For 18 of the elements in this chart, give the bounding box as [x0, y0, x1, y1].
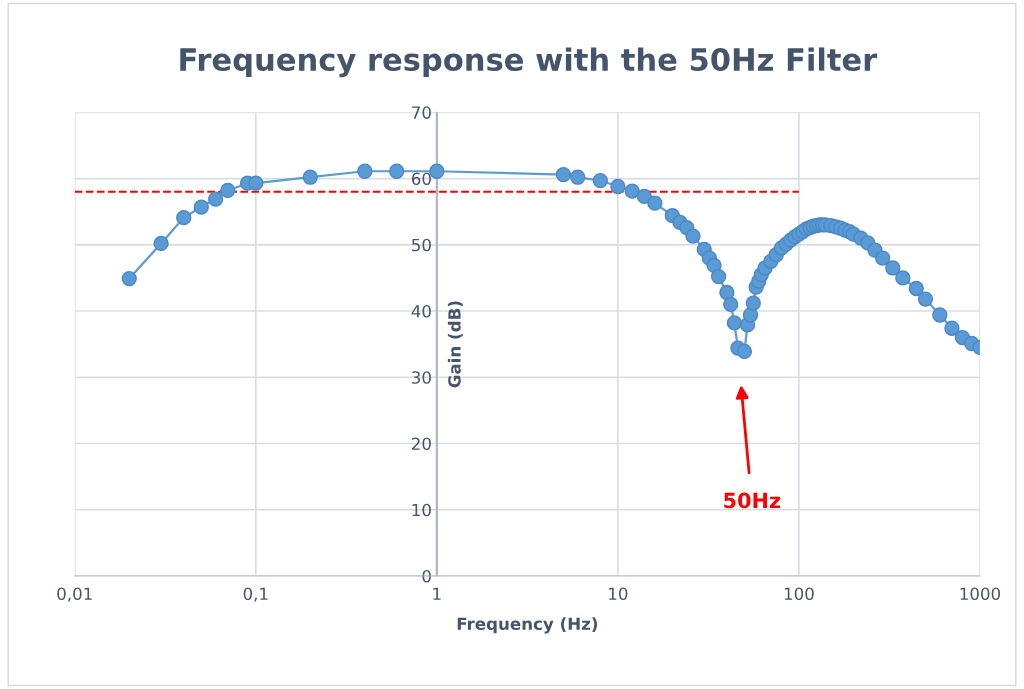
x-tick-label: 1 — [433, 587, 441, 600]
y-tick-label: 30 — [412, 371, 431, 384]
y-tick-label: 60 — [411, 172, 431, 186]
x-tick-label: 0,01 — [57, 587, 92, 602]
x-tick-label: 1000 — [960, 587, 1001, 601]
y-tick-label: 10 — [412, 503, 431, 517]
x-tick-label: 0,1 — [243, 587, 268, 602]
y-tick-label: 40 — [411, 305, 431, 318]
y-tick-label: 70 — [412, 106, 431, 119]
x-tick-label: 10 — [609, 587, 628, 601]
y-tick-label: 20 — [411, 437, 431, 451]
x-tick-label: 100 — [784, 587, 814, 601]
x-axis-title: Frequency (Hz) — [457, 617, 598, 634]
chart-title: Frequency response with the 50Hz Filter — [180, 47, 878, 78]
y-tick-label: 50 — [412, 238, 431, 252]
annotation: 50Hz — [724, 492, 781, 509]
y-axis-title: Gain (dB) — [447, 301, 463, 388]
y-tick-label: 0 — [422, 569, 431, 583]
